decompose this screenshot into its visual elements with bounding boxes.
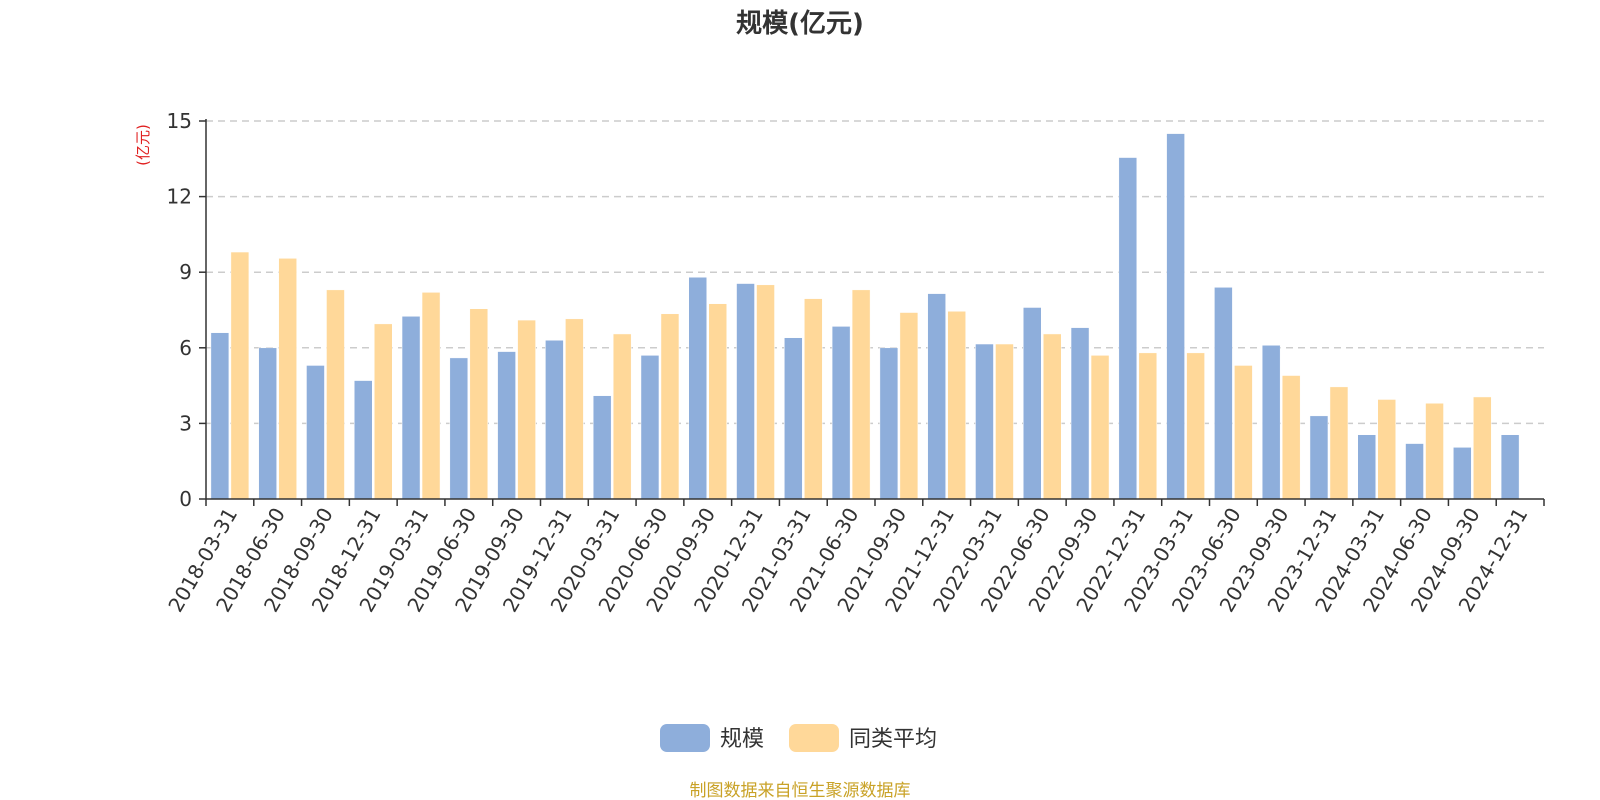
bar-peer-average xyxy=(326,289,345,500)
bar-scale xyxy=(1453,447,1472,500)
bar-scale xyxy=(258,347,277,500)
bar-scale xyxy=(640,355,660,500)
bar-peer-average xyxy=(421,292,441,500)
y-tick-label: 0 xyxy=(179,487,192,511)
legend-label: 同类平均 xyxy=(849,727,937,752)
bar-scale xyxy=(1070,327,1090,500)
bar-peer-average xyxy=(995,343,1014,500)
source-note: 制图数据来自恒生聚源数据库 xyxy=(690,781,911,800)
bar-peer-average xyxy=(612,333,632,500)
bar-peer-average xyxy=(1329,386,1349,500)
bar-peer-average xyxy=(1281,375,1301,500)
bar-scale xyxy=(354,380,373,500)
bar-scale xyxy=(688,276,707,500)
bar-peer-average xyxy=(1186,352,1205,500)
y-tick-label: 3 xyxy=(179,411,192,435)
bar-peer-average xyxy=(947,311,966,500)
bar-peer-average xyxy=(469,308,489,500)
bar-peer-average xyxy=(1377,399,1396,500)
bar-peer-average xyxy=(1043,333,1062,500)
y-tick-label: 15 xyxy=(167,109,192,133)
bar-peer-average xyxy=(899,312,919,500)
bar-scale xyxy=(784,337,803,500)
bar-scale xyxy=(449,357,469,500)
chart-title: 规模(亿元) xyxy=(736,9,864,39)
y-axis-unit-label: (亿元) xyxy=(134,124,152,166)
bar-peer-average xyxy=(1234,365,1253,500)
bar-scale xyxy=(545,339,564,500)
bars xyxy=(210,133,1520,500)
bar-scale xyxy=(879,347,899,500)
bar-peer-average xyxy=(708,303,727,500)
bar-scale xyxy=(927,293,946,500)
bar-peer-average xyxy=(278,258,297,500)
bar-scale xyxy=(1405,443,1424,500)
bar-scale xyxy=(736,283,755,500)
legend: 规模 同类平均 xyxy=(660,724,937,752)
legend-swatch xyxy=(660,724,710,752)
bar-peer-average xyxy=(565,318,584,500)
bar-scale xyxy=(831,326,851,500)
bar-scale xyxy=(1118,157,1138,500)
bar-scale xyxy=(975,343,994,500)
y-tick-label: 12 xyxy=(167,185,192,209)
bar-peer-average xyxy=(1090,355,1110,500)
legend-label: 规模 xyxy=(720,727,764,752)
bar-scale xyxy=(1166,133,1185,500)
bar-peer-average xyxy=(230,251,250,500)
bar-peer-average xyxy=(517,319,536,500)
bar-peer-average xyxy=(804,298,823,500)
bar-scale xyxy=(1500,434,1520,500)
bar-peer-average xyxy=(374,323,393,500)
bar-scale xyxy=(1023,307,1042,500)
bar-scale xyxy=(1357,434,1376,500)
y-tick-label: 6 xyxy=(179,336,192,360)
bar-scale xyxy=(306,365,325,500)
bar-scale xyxy=(497,351,516,500)
bar-peer-average xyxy=(1473,396,1492,500)
y-tick-label: 9 xyxy=(179,260,192,284)
bar-peer-average xyxy=(851,289,871,500)
bar-peer-average xyxy=(660,313,680,500)
bar-scale xyxy=(210,332,230,500)
bar-peer-average xyxy=(756,284,775,500)
bar-peer-average xyxy=(1138,352,1158,500)
bar-scale xyxy=(1214,287,1233,500)
bar-peer-average xyxy=(1425,402,1444,500)
legend-swatch xyxy=(789,724,839,752)
bar-scale xyxy=(592,395,612,500)
bar-scale xyxy=(1309,415,1329,500)
bar-scale xyxy=(401,316,421,500)
bar-scale xyxy=(1261,345,1281,500)
